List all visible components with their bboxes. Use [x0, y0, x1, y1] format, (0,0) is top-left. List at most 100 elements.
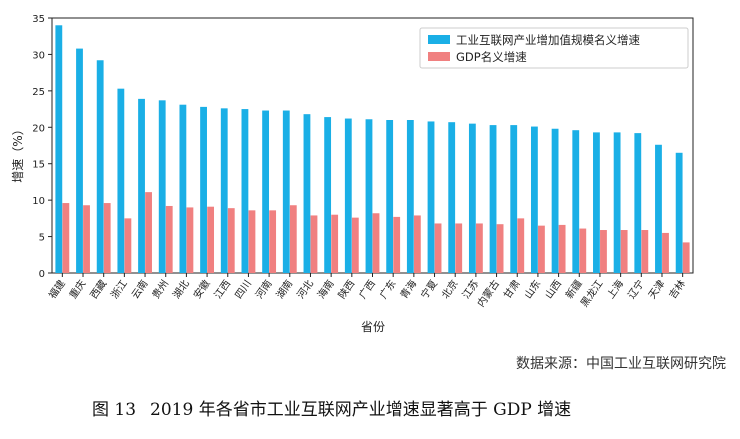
x-tick-label: 浙江: [109, 278, 130, 301]
y-axis-label: 增速（%）: [11, 123, 25, 182]
bar-gdp-growth: [310, 215, 318, 273]
bar-gdp-growth: [145, 192, 152, 273]
bar-industrial-growth: [220, 108, 228, 273]
bar-gdp-growth: [620, 230, 628, 273]
bar-industrial-growth: [655, 144, 662, 273]
y-tick-label: 30: [32, 50, 45, 61]
bars: [55, 25, 690, 274]
data-source-note: 数据来源：中国工业互联网研究院: [516, 356, 726, 372]
x-tick-label: 山西: [543, 278, 564, 301]
bar-industrial-growth: [282, 110, 290, 274]
y-tick-label: 20: [32, 123, 45, 134]
bar-industrial-growth: [593, 132, 600, 273]
x-tick-label: 新疆: [563, 277, 585, 301]
legend-box: [419, 27, 689, 69]
x-tick-label: 江西: [212, 278, 233, 301]
figure-caption: 图 13 2019 年各省市工业互联网产业增速显著高于 GDP 增速: [92, 395, 571, 420]
y-tick-label: 5: [39, 233, 45, 244]
bar-industrial-growth: [675, 152, 683, 273]
x-tick-label: 江苏: [459, 277, 481, 301]
x-tick-label: 重庆: [66, 277, 88, 301]
x-tick-label: 云南: [128, 277, 150, 301]
bar-gdp-growth: [83, 205, 90, 273]
x-tick-label: 宁夏: [418, 277, 440, 301]
x-tick-label: 陕西: [335, 277, 357, 301]
bar-gdp-growth: [455, 223, 463, 273]
bar-gdp-growth: [517, 218, 525, 273]
bar-industrial-growth: [324, 117, 332, 273]
bar-gdp-growth: [579, 228, 587, 273]
x-tick-label: 河北: [295, 278, 316, 301]
bar-industrial-growth: [303, 114, 311, 274]
x-tick-label: 海南: [314, 277, 336, 301]
bar-gdp-growth: [393, 216, 401, 273]
bar-gdp-growth: [372, 213, 380, 273]
bar-gdp-growth: [538, 225, 545, 273]
bar-industrial-growth: [634, 133, 642, 273]
x-tick-label: 青海: [397, 277, 419, 301]
x-tick-label: 安徽: [190, 277, 212, 301]
x-tick-label: 黑龙江: [578, 277, 606, 309]
bar-industrial-growth: [241, 109, 249, 273]
bar-gdp-growth: [248, 210, 256, 273]
bar-gdp-growth: [641, 230, 649, 273]
bar-industrial-growth: [138, 98, 145, 273]
bar-industrial-growth: [365, 119, 373, 274]
x-tick-label: 广东: [377, 277, 399, 301]
bar-gdp-growth: [124, 218, 132, 273]
legend-swatch-gdp: [428, 52, 450, 61]
x-tick-label: 吉林: [666, 277, 688, 301]
bar-industrial-growth: [572, 130, 580, 273]
bar-industrial-growth: [613, 132, 621, 273]
y-axis: 0 5 10 15 20 25 30 35: [32, 14, 52, 280]
legend-label-industrial: 工业互联网产业增加值规模名义增速: [456, 33, 640, 47]
bar-gdp-growth: [413, 215, 421, 273]
bar-industrial-growth: [96, 60, 104, 273]
x-tick-label: 广西: [357, 278, 378, 301]
bar-gdp-growth: [600, 230, 607, 273]
x-tick-label: 北京: [439, 277, 461, 301]
x-tick-label: 天津: [646, 278, 667, 301]
x-tick-label: 福建: [46, 277, 68, 301]
bar-gdp-growth: [103, 203, 111, 273]
x-tick-label: 上海: [604, 277, 626, 301]
legend-swatch-industrial: [428, 35, 450, 44]
bar-chart: 0 5 10 15 20 25 30 35 福建 重庆 西藏 浙江 云南 贵州 湖北 安徽 江西 四川 河南 湖南河…: [11, 14, 694, 334]
figure-number: 图 13: [92, 400, 137, 420]
bar-industrial-growth: [448, 122, 456, 273]
x-tick-label: 辽宁: [625, 277, 647, 301]
bar-gdp-growth: [662, 232, 669, 273]
x-axis-label: 省份: [361, 320, 385, 334]
x-tick-label: 山东: [521, 277, 543, 301]
bar-gdp-growth: [227, 208, 235, 273]
x-tick-label: 甘肃: [501, 277, 523, 301]
x-tick-label: 湖南: [273, 277, 295, 301]
bar-industrial-growth: [386, 120, 394, 273]
x-tick-label: 贵州: [149, 277, 171, 301]
bar-industrial-growth: [427, 121, 435, 273]
legend-label-gdp: GDP名义增速: [456, 50, 527, 64]
y-tick-label: 15: [32, 160, 45, 171]
bar-industrial-growth: [530, 126, 538, 273]
bar-industrial-growth: [117, 88, 125, 274]
bar-gdp-growth: [269, 210, 277, 273]
bar-gdp-growth: [207, 206, 215, 273]
bar-gdp-growth: [496, 224, 504, 273]
bar-industrial-growth: [158, 100, 166, 273]
bar-gdp-growth: [331, 214, 339, 273]
x-tick-label: 内蒙古: [474, 277, 502, 309]
bar-industrial-growth: [510, 125, 518, 273]
bar-industrial-growth: [406, 120, 414, 273]
x-tick-label: 西藏: [88, 278, 109, 301]
y-tick-label: 25: [32, 87, 45, 98]
bar-industrial-growth: [489, 125, 497, 273]
bar-gdp-growth: [186, 207, 194, 273]
bar-industrial-growth: [262, 110, 270, 274]
bar-industrial-growth: [468, 123, 476, 274]
x-tick-label: 湖北: [171, 278, 192, 301]
bar-industrial-growth: [76, 48, 83, 273]
bar-gdp-growth: [351, 217, 359, 273]
bar-industrial-growth: [179, 104, 187, 273]
bar-gdp-growth: [165, 205, 173, 273]
bar-industrial-growth: [551, 128, 559, 273]
